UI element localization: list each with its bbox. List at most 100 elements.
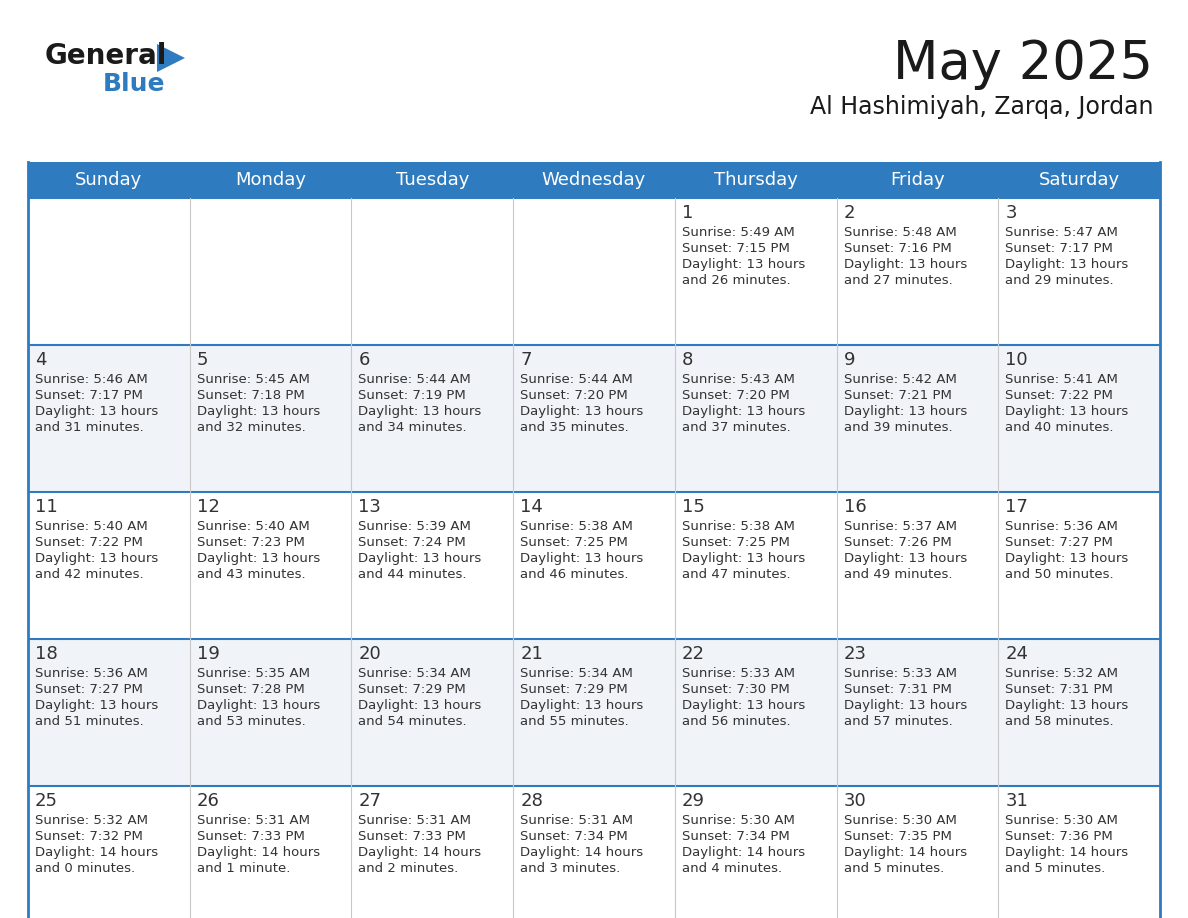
Text: and 3 minutes.: and 3 minutes.: [520, 862, 620, 875]
Text: Sunrise: 5:32 AM: Sunrise: 5:32 AM: [1005, 667, 1118, 680]
Text: Daylight: 14 hours: Daylight: 14 hours: [682, 846, 805, 859]
Text: Sunrise: 5:40 AM: Sunrise: 5:40 AM: [34, 520, 147, 533]
Text: 22: 22: [682, 645, 704, 663]
Text: Sunrise: 5:34 AM: Sunrise: 5:34 AM: [359, 667, 472, 680]
Text: Sunset: 7:22 PM: Sunset: 7:22 PM: [1005, 389, 1113, 402]
Text: 17: 17: [1005, 498, 1028, 516]
Text: 3: 3: [1005, 204, 1017, 222]
Text: Sunrise: 5:34 AM: Sunrise: 5:34 AM: [520, 667, 633, 680]
Text: Sunset: 7:26 PM: Sunset: 7:26 PM: [843, 536, 952, 549]
Text: and 26 minutes.: and 26 minutes.: [682, 274, 790, 287]
Text: Sunrise: 5:36 AM: Sunrise: 5:36 AM: [34, 667, 147, 680]
Text: and 2 minutes.: and 2 minutes.: [359, 862, 459, 875]
Text: and 0 minutes.: and 0 minutes.: [34, 862, 135, 875]
Bar: [29, 198, 1159, 345]
Text: 13: 13: [359, 498, 381, 516]
Text: Daylight: 13 hours: Daylight: 13 hours: [1005, 552, 1129, 565]
Text: Sunset: 7:36 PM: Sunset: 7:36 PM: [1005, 830, 1113, 843]
Text: and 44 minutes.: and 44 minutes.: [359, 568, 467, 581]
Text: and 51 minutes.: and 51 minutes.: [34, 715, 144, 728]
Text: 9: 9: [843, 351, 855, 369]
Text: Sunset: 7:19 PM: Sunset: 7:19 PM: [359, 389, 466, 402]
Text: and 47 minutes.: and 47 minutes.: [682, 568, 790, 581]
Text: 1: 1: [682, 204, 694, 222]
Text: Al Hashimiyah, Zarqa, Jordan: Al Hashimiyah, Zarqa, Jordan: [809, 95, 1154, 119]
Text: Daylight: 14 hours: Daylight: 14 hours: [520, 846, 643, 859]
Text: Sunrise: 5:32 AM: Sunrise: 5:32 AM: [34, 814, 148, 827]
Text: and 34 minutes.: and 34 minutes.: [359, 421, 467, 434]
Text: and 42 minutes.: and 42 minutes.: [34, 568, 144, 581]
Text: 24: 24: [1005, 645, 1029, 663]
Text: Sunset: 7:34 PM: Sunset: 7:34 PM: [682, 830, 790, 843]
Text: Daylight: 13 hours: Daylight: 13 hours: [520, 699, 644, 712]
Text: Sunrise: 5:47 AM: Sunrise: 5:47 AM: [1005, 226, 1118, 239]
Text: 20: 20: [359, 645, 381, 663]
Text: and 54 minutes.: and 54 minutes.: [359, 715, 467, 728]
Text: 14: 14: [520, 498, 543, 516]
Text: 4: 4: [34, 351, 46, 369]
Text: Sunrise: 5:30 AM: Sunrise: 5:30 AM: [682, 814, 795, 827]
Text: and 5 minutes.: and 5 minutes.: [843, 862, 943, 875]
Text: and 37 minutes.: and 37 minutes.: [682, 421, 790, 434]
Text: Sunset: 7:31 PM: Sunset: 7:31 PM: [843, 683, 952, 696]
Text: Daylight: 13 hours: Daylight: 13 hours: [1005, 258, 1129, 271]
Text: Daylight: 13 hours: Daylight: 13 hours: [682, 405, 805, 418]
Text: Daylight: 14 hours: Daylight: 14 hours: [359, 846, 481, 859]
Text: Sunset: 7:17 PM: Sunset: 7:17 PM: [34, 389, 143, 402]
Text: 16: 16: [843, 498, 866, 516]
Text: Sunset: 7:27 PM: Sunset: 7:27 PM: [34, 683, 143, 696]
Text: Sunrise: 5:37 AM: Sunrise: 5:37 AM: [843, 520, 956, 533]
Text: 19: 19: [197, 645, 220, 663]
Text: Daylight: 13 hours: Daylight: 13 hours: [682, 552, 805, 565]
Text: Daylight: 14 hours: Daylight: 14 hours: [843, 846, 967, 859]
Text: Thursday: Thursday: [714, 171, 797, 189]
Text: Sunrise: 5:30 AM: Sunrise: 5:30 AM: [843, 814, 956, 827]
Text: and 55 minutes.: and 55 minutes.: [520, 715, 628, 728]
Text: and 49 minutes.: and 49 minutes.: [843, 568, 952, 581]
Text: Daylight: 13 hours: Daylight: 13 hours: [682, 699, 805, 712]
Text: Daylight: 13 hours: Daylight: 13 hours: [34, 405, 158, 418]
Text: Sunrise: 5:31 AM: Sunrise: 5:31 AM: [520, 814, 633, 827]
Text: Sunset: 7:29 PM: Sunset: 7:29 PM: [520, 683, 628, 696]
Text: Daylight: 13 hours: Daylight: 13 hours: [1005, 405, 1129, 418]
Text: Daylight: 14 hours: Daylight: 14 hours: [197, 846, 320, 859]
Text: Sunset: 7:21 PM: Sunset: 7:21 PM: [843, 389, 952, 402]
Text: and 50 minutes.: and 50 minutes.: [1005, 568, 1114, 581]
Text: Sunset: 7:24 PM: Sunset: 7:24 PM: [359, 536, 466, 549]
Text: 12: 12: [197, 498, 220, 516]
Text: 6: 6: [359, 351, 369, 369]
Text: Sunrise: 5:38 AM: Sunrise: 5:38 AM: [682, 520, 795, 533]
Text: Daylight: 13 hours: Daylight: 13 hours: [843, 699, 967, 712]
Text: May 2025: May 2025: [893, 38, 1154, 90]
Text: Daylight: 13 hours: Daylight: 13 hours: [843, 405, 967, 418]
Text: Sunrise: 5:33 AM: Sunrise: 5:33 AM: [682, 667, 795, 680]
Text: Blue: Blue: [103, 72, 165, 96]
Text: and 27 minutes.: and 27 minutes.: [843, 274, 953, 287]
Bar: [29, 639, 1159, 786]
Text: Sunrise: 5:43 AM: Sunrise: 5:43 AM: [682, 373, 795, 386]
Text: 15: 15: [682, 498, 704, 516]
Text: 27: 27: [359, 792, 381, 810]
Text: Sunrise: 5:35 AM: Sunrise: 5:35 AM: [197, 667, 310, 680]
Text: 29: 29: [682, 792, 704, 810]
Text: Sunrise: 5:39 AM: Sunrise: 5:39 AM: [359, 520, 472, 533]
Text: Sunset: 7:33 PM: Sunset: 7:33 PM: [197, 830, 304, 843]
Text: Daylight: 13 hours: Daylight: 13 hours: [520, 405, 644, 418]
Text: and 56 minutes.: and 56 minutes.: [682, 715, 790, 728]
Text: Sunrise: 5:49 AM: Sunrise: 5:49 AM: [682, 226, 795, 239]
Text: and 4 minutes.: and 4 minutes.: [682, 862, 782, 875]
Text: and 29 minutes.: and 29 minutes.: [1005, 274, 1114, 287]
Text: 21: 21: [520, 645, 543, 663]
Text: Sunset: 7:22 PM: Sunset: 7:22 PM: [34, 536, 143, 549]
Text: Sunset: 7:20 PM: Sunset: 7:20 PM: [682, 389, 790, 402]
Text: and 31 minutes.: and 31 minutes.: [34, 421, 144, 434]
Bar: [29, 786, 1159, 918]
Text: Sunset: 7:15 PM: Sunset: 7:15 PM: [682, 242, 790, 255]
Text: Sunrise: 5:46 AM: Sunrise: 5:46 AM: [34, 373, 147, 386]
Text: Sunset: 7:20 PM: Sunset: 7:20 PM: [520, 389, 628, 402]
Text: and 46 minutes.: and 46 minutes.: [520, 568, 628, 581]
Text: Daylight: 13 hours: Daylight: 13 hours: [520, 552, 644, 565]
Text: Daylight: 13 hours: Daylight: 13 hours: [34, 552, 158, 565]
Bar: [29, 162, 1159, 198]
Text: 28: 28: [520, 792, 543, 810]
